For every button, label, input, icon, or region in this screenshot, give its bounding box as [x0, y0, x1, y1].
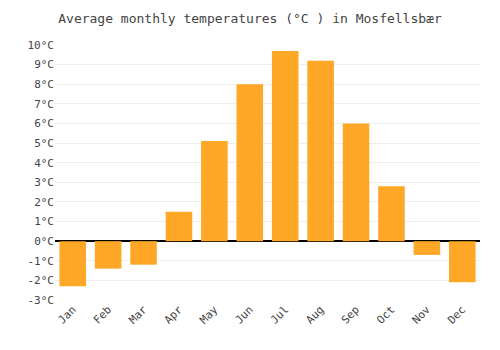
svg-text:4°C: 4°C — [34, 157, 54, 170]
svg-text:Jun: Jun — [233, 303, 256, 326]
svg-text:7°C: 7°C — [34, 98, 54, 111]
svg-text:-2°C: -2°C — [28, 274, 55, 287]
svg-text:Dec: Dec — [445, 303, 468, 326]
svg-text:Jul: Jul — [268, 303, 291, 326]
svg-text:2°C: 2°C — [34, 196, 54, 209]
svg-text:9°C: 9°C — [34, 58, 54, 71]
svg-text:Nov: Nov — [410, 303, 434, 327]
svg-text:-1°C: -1°C — [28, 255, 55, 268]
svg-text:Aug: Aug — [303, 303, 326, 326]
svg-text:Feb: Feb — [91, 303, 114, 326]
svg-text:8°C: 8°C — [34, 78, 54, 91]
svg-text:-3°C: -3°C — [28, 294, 55, 307]
svg-text:Oct: Oct — [374, 303, 397, 326]
svg-text:Sep: Sep — [339, 303, 362, 326]
svg-text:10°C: 10°C — [28, 39, 55, 52]
svg-text:3°C: 3°C — [34, 176, 54, 189]
svg-text:Jan: Jan — [55, 303, 78, 326]
svg-text:Apr: Apr — [162, 303, 186, 327]
svg-text:Average monthly temperatures (: Average monthly temperatures (°C ) in Mo… — [58, 11, 442, 26]
svg-text:6°C: 6°C — [34, 117, 54, 130]
svg-text:May: May — [197, 303, 221, 327]
svg-text:Mar: Mar — [126, 303, 150, 327]
svg-text:5°C: 5°C — [34, 137, 54, 150]
svg-text:1°C: 1°C — [34, 215, 54, 228]
svg-text:0°C: 0°C — [34, 235, 54, 248]
